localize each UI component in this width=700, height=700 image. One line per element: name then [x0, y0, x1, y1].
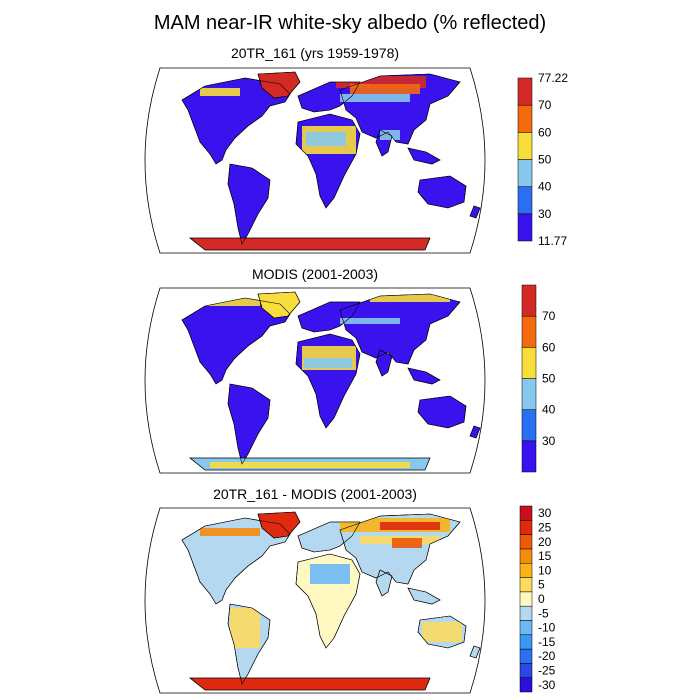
colorbar-segment	[519, 505, 533, 521]
panel-2-title: MODIS (2001-2003)	[251, 266, 379, 282]
colorbar-segment	[521, 284, 537, 317]
colorbars: 11.77304050607077.223040506070-30-25-20-…	[517, 71, 568, 693]
colorbar-segment	[521, 409, 537, 442]
land-au	[417, 175, 467, 209]
colorbar-tick-label: 5	[538, 578, 545, 592]
map-panels	[144, 67, 486, 694]
map-outline	[144, 287, 486, 474]
colorbar-segment	[519, 663, 533, 678]
colorbar-tick-label: 40	[542, 403, 556, 417]
colorbar-tick-label: 20	[538, 535, 552, 549]
colorbar-tick-label: 30	[542, 434, 556, 448]
colorbar-segment	[517, 186, 533, 215]
colorbar-segment	[517, 104, 533, 133]
colorbar-segment	[519, 577, 533, 593]
map-panel-1	[144, 67, 486, 254]
colorbar-segment	[519, 520, 533, 535]
colorbar-tick-label: -5	[538, 606, 549, 620]
colorbar-segment	[519, 562, 533, 578]
colorbar-segment	[519, 634, 533, 650]
colorbar-segment	[521, 315, 537, 348]
colorbar-segment	[517, 159, 533, 187]
colorbar-segment	[517, 77, 533, 106]
colorbar-1: 11.77 30 40 50 60 70 77.22	[517, 71, 568, 248]
colorbar-tick-label: 60	[542, 340, 556, 354]
colorbar-tick-label: 50	[542, 372, 556, 386]
colorbar-tick-label: -15	[538, 635, 556, 649]
colorbar-segment	[521, 347, 537, 379]
colorbar-segment	[521, 440, 537, 473]
colorbar-segment	[519, 648, 533, 664]
colorbar-tick-label: 30	[538, 207, 552, 221]
colorbar-tick-label: 70	[538, 98, 552, 112]
colorbar-tick-label: 40	[538, 180, 552, 194]
colorbar-segment	[517, 213, 533, 242]
colorbar-tick-label: 15	[538, 549, 552, 563]
figure-title: MAM near-IR white-sky albedo (% reflecte…	[153, 12, 547, 34]
land-sea	[407, 587, 441, 605]
map-outline	[144, 507, 486, 694]
colorbar-tick-label: 30	[538, 506, 552, 520]
colorbar-tick-label: 50	[538, 153, 552, 167]
panel-3-title: 20TR_161 - MODIS (2001-2003)	[213, 486, 417, 502]
colorbar-segment	[519, 591, 533, 607]
land-ant	[189, 237, 431, 251]
colorbar-tick-label: 77.22	[538, 71, 568, 85]
colorbar-segment	[519, 534, 533, 550]
colorbar-segment	[519, 548, 533, 564]
colorbar-tick-label: -10	[538, 621, 556, 635]
colorbar-tick-label: -25	[538, 664, 556, 678]
colorbar-segment	[519, 605, 533, 621]
colorbar-segment	[519, 677, 533, 693]
map-panel-3	[144, 507, 486, 694]
colorbar-tick-label: 60	[538, 125, 552, 139]
colorbar-tick-label: -30	[538, 678, 556, 692]
colorbar-segment	[519, 620, 533, 636]
colorbar-segment	[521, 378, 537, 410]
colorbar-tick-label: -20	[538, 649, 556, 663]
map-panel-2	[144, 287, 486, 474]
colorbar-segment	[517, 132, 533, 160]
land-sea	[407, 147, 441, 165]
colorbar-tick-label: 25	[538, 520, 552, 534]
map-outline	[144, 67, 486, 254]
panel-1-title: 20TR_161 (yrs 1959-1978)	[230, 45, 400, 61]
colorbar-tick-label: 11.77	[538, 234, 567, 248]
colorbar-2: 30 40 50 60 70	[521, 284, 556, 473]
colorbar-tick-label: 0	[538, 592, 545, 606]
colorbar-tick-label: 70	[542, 309, 556, 323]
land-au	[417, 395, 467, 429]
land-sea	[407, 367, 441, 385]
land-ant	[189, 677, 431, 691]
colorbar-tick-label: 10	[538, 563, 552, 577]
